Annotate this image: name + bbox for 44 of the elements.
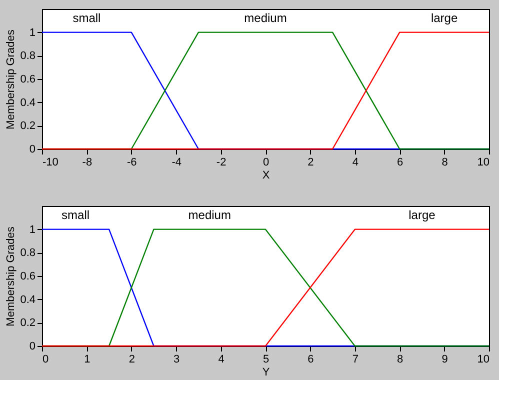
x-tick-label: 4 xyxy=(218,354,224,366)
x-tick-label: 10 xyxy=(477,156,490,168)
series-label: large xyxy=(408,208,436,222)
x-tick-label: 8 xyxy=(442,156,448,168)
x-tick-label: -8 xyxy=(82,156,92,168)
x-tick-label: 5 xyxy=(262,354,270,366)
series-label: large xyxy=(430,11,458,25)
x-tick-label: -10 xyxy=(42,156,58,168)
x-tick-label: -4 xyxy=(172,156,182,168)
y-tick-label: 0.8 xyxy=(20,247,36,260)
x-tick-label: 4 xyxy=(352,156,358,168)
y-tick-label: 0.4 xyxy=(20,96,36,109)
x-tick-label: 7 xyxy=(352,354,358,366)
y-tick-label: 0.6 xyxy=(20,270,36,282)
x-tick-label: -6 xyxy=(127,156,137,168)
y-tick-label: 0.2 xyxy=(20,120,36,132)
x-axis-title: Y xyxy=(262,366,270,378)
x-tick-label: 8 xyxy=(397,354,404,366)
x-tick-label: 6 xyxy=(397,156,404,168)
x-axis-title: X xyxy=(262,170,270,182)
y-tick-label: 0.4 xyxy=(20,294,36,306)
y-tick-label: 1 xyxy=(29,224,36,236)
series-label: medium xyxy=(244,11,287,25)
x-tick-label: 9 xyxy=(442,354,448,366)
y-tick-label: 0 xyxy=(29,340,36,352)
y-tick-label: 0.6 xyxy=(20,74,36,86)
x-tick-label: -2 xyxy=(216,156,226,168)
x-tick-label: 3 xyxy=(174,354,180,366)
x-tick-label: 2 xyxy=(308,156,314,168)
x-tick-label: 6 xyxy=(308,354,314,366)
x-tick-label: 10 xyxy=(477,354,490,366)
series-label: small xyxy=(62,208,90,222)
y-axis-title: Membership Grades xyxy=(5,226,18,326)
y-tick-label: 1 xyxy=(29,26,36,39)
x-tick-label: 0 xyxy=(42,354,49,366)
y-axis-title: Membership Grades xyxy=(5,29,18,130)
x-tick-label: 1 xyxy=(84,354,90,366)
y-tick-label: 0 xyxy=(29,144,36,156)
series-label: medium xyxy=(188,208,231,222)
x-tick-label: 2 xyxy=(128,354,135,366)
series-label: small xyxy=(72,11,101,25)
y-tick-label: 0.2 xyxy=(20,317,36,330)
x-tick-label: 0 xyxy=(262,156,270,168)
y-tick-label: 0.8 xyxy=(20,50,36,62)
